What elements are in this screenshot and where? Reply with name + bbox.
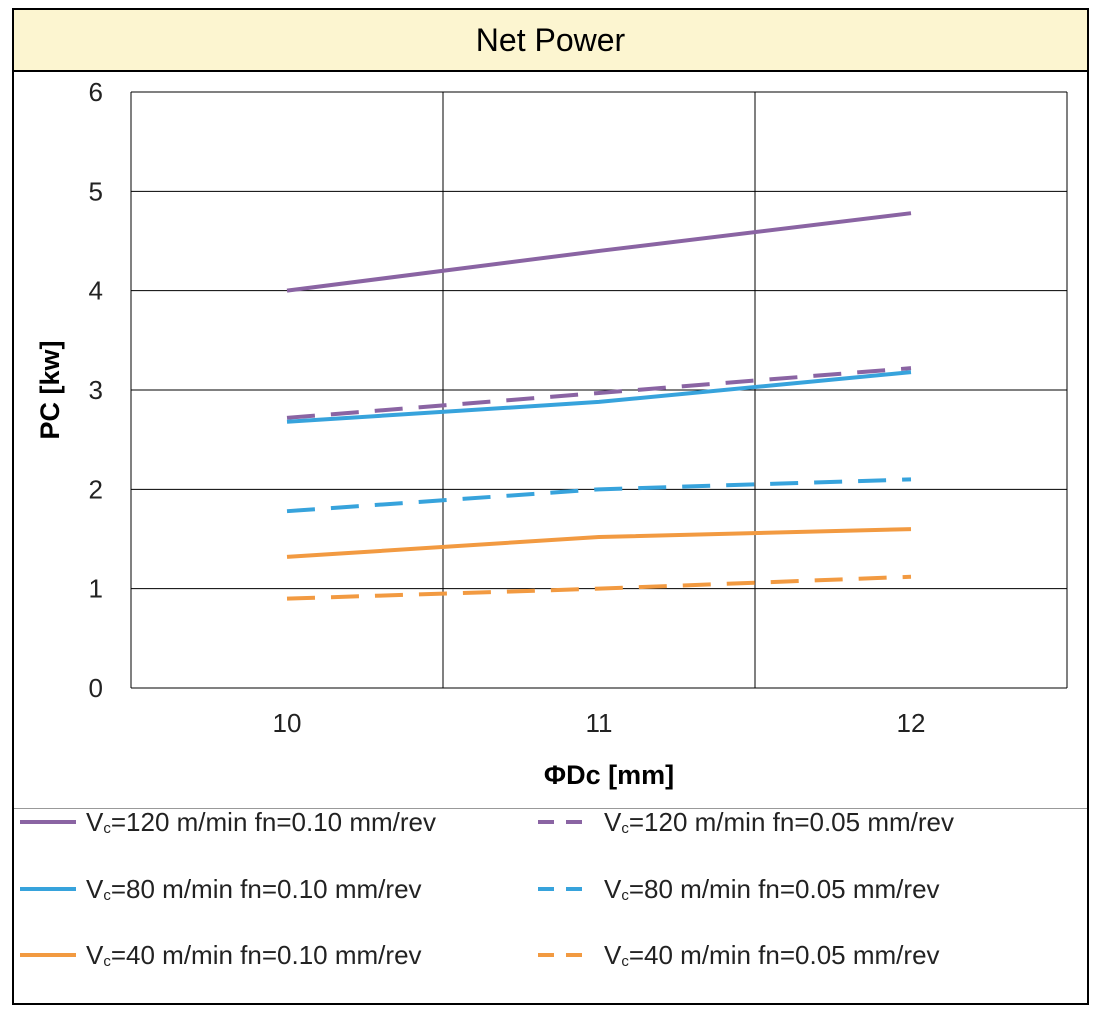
chart-frame: Net Power 0 1 2 3 4 5 6 10 11 12 ΦDc [mm] PC [kw] V… — [12, 8, 1089, 1005]
legend-entry-5: Vc=40 m/min fn=0.10 mm/rev — [20, 935, 422, 975]
legend-label: Vc=120 m/min fn=0.10 mm/rev — [86, 806, 436, 837]
y-tick-label: 2 — [89, 474, 103, 504]
y-axis-label: PC [kw] — [35, 340, 65, 439]
y-tick-label: 0 — [89, 673, 103, 703]
legend-entry-3: Vc=80 m/min fn=0.10 mm/rev — [20, 869, 422, 909]
x-tick-label: 11 — [586, 708, 613, 738]
series-line-5 — [286, 527, 912, 559]
series-line-3 — [286, 370, 912, 424]
x-tick-label: 10 — [273, 708, 302, 738]
series-line-2 — [286, 366, 912, 420]
legend-entry-1: Vc=120 m/min fn=0.10 mm/rev — [20, 802, 436, 842]
x-axis-label: ΦDc [mm] — [544, 760, 674, 790]
y-tick-label: 4 — [89, 276, 103, 306]
series-line-1 — [286, 211, 912, 293]
legend-label: Vc=120 m/min fn=0.05 mm/rev — [604, 806, 954, 837]
legend-swatch — [20, 953, 76, 957]
series-line-6 — [286, 574, 912, 601]
legend-entry-6: Vc=40 m/min fn=0.05 mm/rev — [538, 935, 940, 975]
legend-label: Vc=80 m/min fn=0.05 mm/rev — [604, 873, 940, 904]
series-line-4 — [286, 477, 912, 514]
chart-title: Net Power — [14, 10, 1087, 72]
legend-label: Vc=40 m/min fn=0.10 mm/rev — [86, 939, 422, 970]
y-tick-label: 5 — [89, 176, 103, 206]
legend-swatch — [538, 953, 594, 957]
legend-swatch — [20, 887, 76, 891]
x-tick-label: 12 — [897, 708, 926, 738]
legend-divider — [14, 808, 1087, 809]
y-tick-label: 6 — [89, 77, 103, 107]
legend-swatch — [20, 820, 76, 824]
y-tick-label: 3 — [89, 375, 103, 405]
legend-entry-2: Vc=120 m/min fn=0.05 mm/rev — [538, 802, 954, 842]
legend-label: Vc=40 m/min fn=0.05 mm/rev — [604, 939, 940, 970]
legend-entry-4: Vc=80 m/min fn=0.05 mm/rev — [538, 869, 940, 909]
legend-label: Vc=80 m/min fn=0.10 mm/rev — [86, 873, 422, 904]
legend-swatch — [538, 887, 594, 891]
y-tick-label: 1 — [89, 574, 103, 604]
legend-swatch — [538, 820, 594, 824]
